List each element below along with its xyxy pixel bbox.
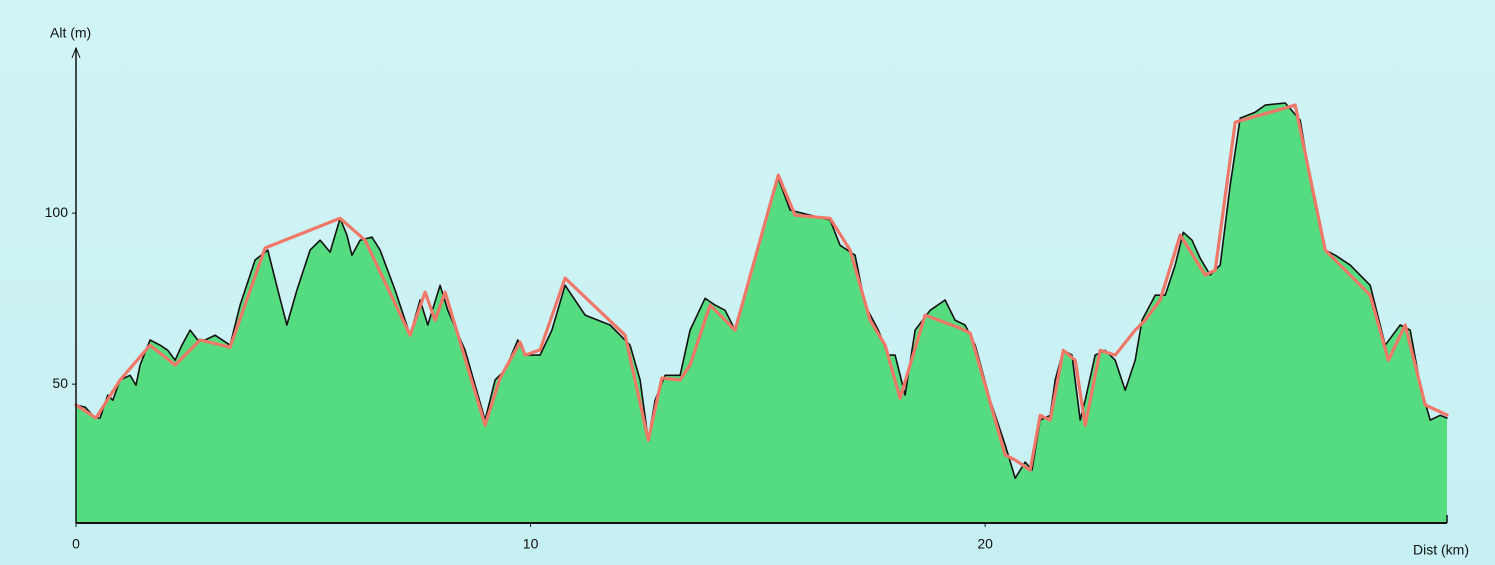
y-axis-label: Alt (m) bbox=[50, 25, 91, 41]
x-tick-label: 0 bbox=[72, 536, 80, 552]
plot-area: 50 100 0 10 20 bbox=[45, 46, 1449, 552]
x-axis-label: Dist (km) bbox=[1413, 542, 1469, 558]
y-axis-arrow bbox=[71, 46, 81, 59]
y-tick-label: 50 bbox=[52, 375, 68, 391]
elevation-area bbox=[76, 103, 1447, 523]
x-tick-label: 10 bbox=[523, 536, 539, 552]
x-tick-label: 20 bbox=[977, 536, 993, 552]
y-tick-label: 100 bbox=[45, 204, 69, 220]
elevation-line bbox=[74, 103, 1449, 472]
